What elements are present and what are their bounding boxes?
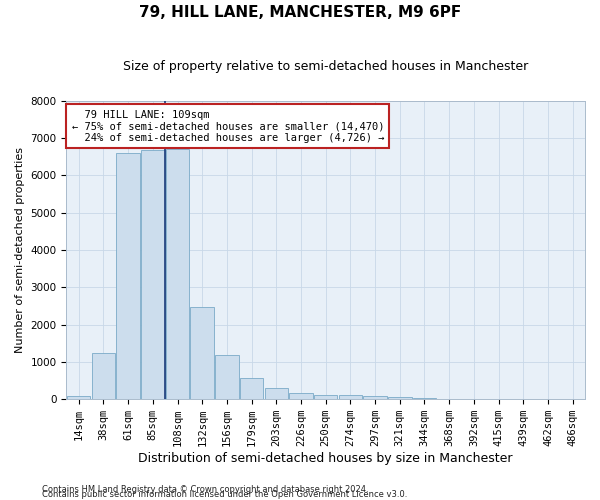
Bar bbox=[265, 388, 288, 399]
Bar bbox=[67, 396, 91, 399]
Bar bbox=[215, 355, 239, 399]
Bar bbox=[92, 354, 115, 399]
Bar bbox=[364, 396, 387, 399]
Bar bbox=[338, 396, 362, 399]
Text: 79, HILL LANE, MANCHESTER, M9 6PF: 79, HILL LANE, MANCHESTER, M9 6PF bbox=[139, 5, 461, 20]
Bar bbox=[314, 394, 337, 399]
Text: 79 HILL LANE: 109sqm
← 75% of semi-detached houses are smaller (14,470)
  24% of: 79 HILL LANE: 109sqm ← 75% of semi-detac… bbox=[71, 110, 384, 142]
Bar bbox=[190, 306, 214, 399]
X-axis label: Distribution of semi-detached houses by size in Manchester: Distribution of semi-detached houses by … bbox=[139, 452, 513, 465]
Bar bbox=[166, 149, 189, 399]
Text: Contains public sector information licensed under the Open Government Licence v3: Contains public sector information licen… bbox=[42, 490, 407, 499]
Bar bbox=[388, 398, 412, 399]
Bar bbox=[289, 392, 313, 399]
Y-axis label: Number of semi-detached properties: Number of semi-detached properties bbox=[15, 147, 25, 353]
Bar bbox=[413, 398, 436, 399]
Bar bbox=[116, 153, 140, 399]
Bar bbox=[141, 150, 164, 399]
Text: Contains HM Land Registry data © Crown copyright and database right 2024.: Contains HM Land Registry data © Crown c… bbox=[42, 485, 368, 494]
Bar bbox=[240, 378, 263, 399]
Title: Size of property relative to semi-detached houses in Manchester: Size of property relative to semi-detach… bbox=[123, 60, 529, 73]
